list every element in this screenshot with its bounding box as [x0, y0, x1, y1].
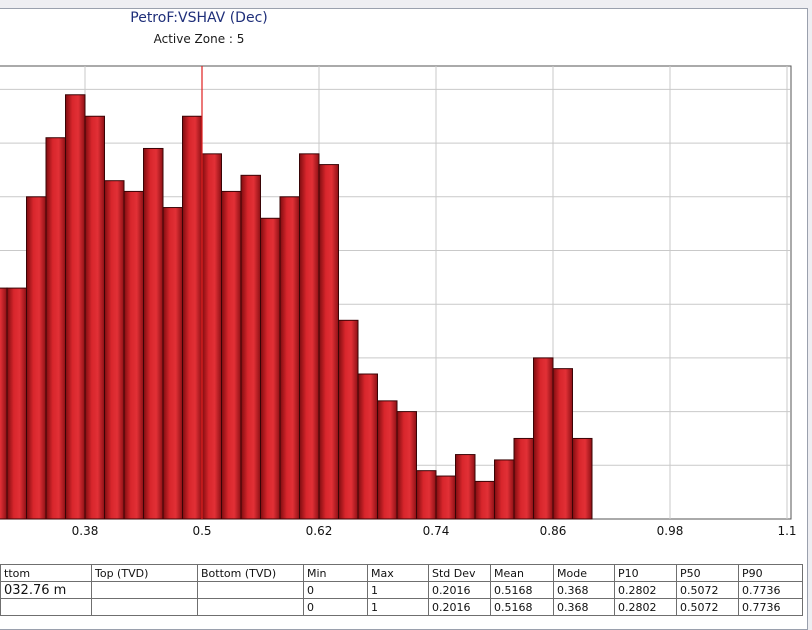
table-cell: 1	[367, 598, 429, 616]
histogram-bar	[377, 400, 398, 520]
x-tick-label: 0.62	[306, 524, 333, 538]
table-cell	[0, 598, 92, 616]
table-cell: 0	[303, 598, 368, 616]
table-cell: 032.76 m	[0, 581, 92, 599]
table-cell: 0.7736	[738, 598, 803, 616]
histogram-bar	[318, 164, 339, 520]
histogram-bar	[455, 454, 476, 520]
histogram-bar	[162, 207, 183, 520]
table-cell: 0.2802	[614, 598, 677, 616]
column-header[interactable]: P50	[676, 564, 739, 582]
table-cell: 0.7736	[738, 581, 803, 599]
histogram-bar	[416, 470, 437, 520]
histogram-bar	[240, 174, 261, 520]
table-cell	[197, 581, 304, 599]
histogram-bar	[513, 437, 534, 520]
histogram-bar	[182, 115, 203, 520]
table-row[interactable]: 0 1 0.2016 0.5168 0.368 0.2802 0.5072 0.…	[0, 598, 803, 616]
table-row[interactable]: 032.76 m 0 1 0.2016 0.5168 0.368 0.2802 …	[0, 581, 803, 599]
histogram-bar	[533, 357, 554, 520]
table-cell	[197, 598, 304, 616]
table-cell: 0.5168	[490, 598, 554, 616]
x-tick-label: 0.98	[657, 524, 684, 538]
histogram-bar	[143, 147, 164, 520]
table-cell: 0.2016	[428, 581, 491, 599]
table-cell: 0.368	[553, 598, 615, 616]
table-cell: 0.2802	[614, 581, 677, 599]
histogram-bar	[45, 137, 66, 520]
x-tick-label: 0.5	[192, 524, 211, 538]
table-cell: 0.368	[553, 581, 615, 599]
table-cell: 0.5168	[490, 581, 554, 599]
column-header[interactable]: Max	[367, 564, 429, 582]
histogram-bar	[65, 94, 86, 520]
column-header[interactable]: Mode	[553, 564, 615, 582]
column-header[interactable]: Bottom (TVD)	[197, 564, 304, 582]
histogram-bar	[572, 437, 593, 520]
table-cell: 0.5072	[676, 598, 739, 616]
column-header[interactable]: P90	[738, 564, 803, 582]
table-header-row: ttom Top (TVD) Bottom (TVD) Min Max Std …	[0, 564, 803, 582]
histogram-chart: 0.38 0.5 0.62 0.74 0.86 0.98 1.1	[0, 65, 797, 538]
table-cell	[91, 598, 198, 616]
column-header[interactable]: Top (TVD)	[91, 564, 198, 582]
histogram-bar	[338, 319, 359, 520]
histogram-bar	[221, 190, 242, 520]
histogram-bar	[84, 115, 105, 520]
histogram-bar	[279, 196, 300, 520]
column-header[interactable]: Min	[303, 564, 368, 582]
x-tick-label: 0.86	[540, 524, 567, 538]
histogram-bar	[6, 287, 27, 520]
histogram-bar	[260, 217, 281, 520]
histogram-bar	[104, 180, 125, 520]
histogram-bar	[396, 411, 417, 520]
table-cell: 0	[303, 581, 368, 599]
chart-title: PetroF:VSHAV (Dec)	[130, 10, 268, 26]
histogram-bar	[357, 373, 378, 520]
histogram-bar	[552, 368, 573, 520]
table-cell: 1	[367, 581, 429, 599]
histogram-bar	[0, 287, 8, 520]
x-tick-label: 0.74	[423, 524, 450, 538]
histogram-bar	[123, 190, 144, 520]
histogram-bar	[201, 153, 222, 520]
histogram-bar	[435, 475, 456, 520]
column-header[interactable]: ttom	[0, 564, 92, 582]
bars	[0, 94, 593, 520]
x-tick-label: 0.38	[72, 524, 99, 538]
table-cell: 0.5072	[676, 581, 739, 599]
column-header[interactable]: Std Dev	[428, 564, 491, 582]
table-cell	[91, 581, 198, 599]
histogram-bar	[474, 480, 495, 520]
statistics-table: ttom Top (TVD) Bottom (TVD) Min Max Std …	[0, 564, 803, 616]
x-tick-label: 1.1	[777, 524, 796, 538]
column-header[interactable]: Mean	[490, 564, 554, 582]
chart-subtitle: Active Zone : 5	[153, 32, 245, 46]
table-cell: 0.2016	[428, 598, 491, 616]
column-header[interactable]: P10	[614, 564, 677, 582]
x-axis-ticks: 0.38 0.5 0.62 0.74 0.86 0.98 1.1	[72, 524, 797, 538]
histogram-bar	[494, 459, 515, 520]
histogram-bar	[299, 153, 320, 520]
histogram-bar	[26, 196, 47, 520]
